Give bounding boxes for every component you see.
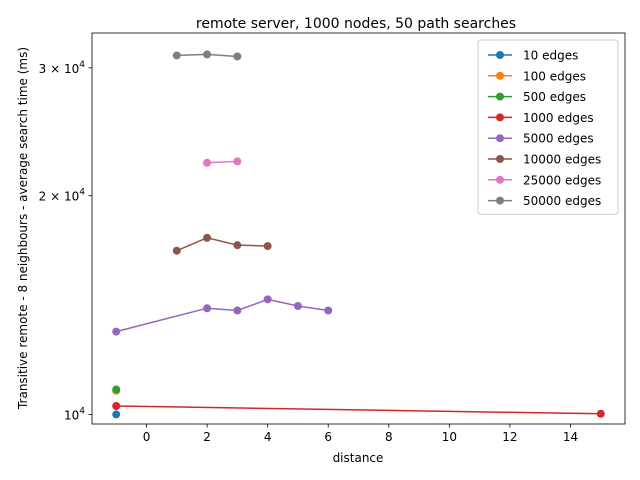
data-point-10000-edges [263, 242, 272, 251]
data-point-500-edges [112, 385, 121, 394]
y-tick-label: 3 × 104 [39, 60, 86, 76]
series-line-1000-edges [116, 405, 601, 415]
x-axis: 0 2 4 6 8 10 12 14 [143, 424, 578, 444]
data-point-10000-edges [203, 233, 212, 242]
data-point-50000-edges [203, 50, 212, 59]
y-tick-label: 2 × 104 [39, 188, 86, 204]
x-tick-label: 2 [203, 430, 211, 444]
legend-marker-100-edges [496, 71, 504, 80]
plot-area [112, 50, 605, 419]
data-point-5000-edges [293, 301, 302, 310]
y-tick-mantissa: 2 × 10 [39, 190, 80, 204]
legend-marker-50000-edges [496, 196, 504, 205]
x-tick-label: 0 [143, 430, 151, 444]
legend-marker-500-edges [496, 92, 504, 101]
legend: 10 edges 100 edges 500 edges 1000 edges 5000… [477, 39, 619, 215]
y-axis-label: Transitive remote - 8 neighbours - avera… [16, 47, 30, 410]
chart-title: remote server, 1000 nodes, 50 path searc… [196, 16, 516, 32]
data-point-5000-edges [324, 306, 333, 315]
plot-frame [91, 32, 626, 425]
y-tick-label: 104 [64, 406, 85, 422]
y-tick-exponent: 4 [79, 406, 85, 416]
x-tick-label: 8 [385, 430, 393, 444]
data-point-5000-edges [203, 304, 212, 313]
data-point-1000-edges [596, 409, 605, 418]
legend-label: 1000 edges [523, 111, 594, 125]
series-line-5000-edges [116, 298, 329, 333]
data-point-10000-edges [233, 241, 242, 250]
legend-marker-5000-edges [496, 134, 504, 143]
data-point-5000-edges [263, 295, 272, 304]
series-line-25000-edges [207, 160, 238, 164]
legend-label: 25000 edges [523, 173, 601, 187]
legend-marker-1000-edges [496, 113, 504, 122]
series-line-10000-edges [176, 237, 268, 252]
data-point-1000-edges [112, 401, 121, 410]
y-tick-exponent: 4 [79, 60, 85, 70]
x-tick-label: 14 [563, 430, 578, 444]
legend-label: 5000 edges [523, 132, 594, 146]
legend-marker-10000-edges [496, 155, 504, 163]
data-point-25000-edges [203, 158, 212, 167]
x-axis-label: distance [333, 451, 384, 465]
data-point-50000-edges [233, 52, 242, 61]
x-tick-label: 6 [324, 430, 332, 444]
data-point-50000-edges [172, 51, 181, 60]
x-tick-label: 12 [502, 430, 517, 444]
legend-label: 10000 edges [523, 153, 601, 167]
data-point-10-edges [112, 410, 121, 419]
legend-marker-25000-edges [496, 175, 504, 184]
legend-marker-10-edges [496, 51, 504, 59]
y-tick-mantissa: 3 × 10 [39, 62, 80, 76]
data-point-25000-edges [233, 157, 242, 166]
legend-label: 10 edges [523, 49, 578, 63]
legend-label: 50000 edges [523, 194, 601, 208]
data-point-5000-edges [233, 306, 242, 315]
legend-box [477, 39, 619, 215]
data-point-5000-edges [112, 327, 121, 336]
legend-label: 100 edges [523, 69, 586, 83]
y-tick-mantissa: 10 [64, 408, 79, 422]
x-tick-label: 10 [442, 430, 457, 444]
x-tick-label: 4 [264, 430, 272, 444]
y-tick-exponent: 4 [79, 188, 85, 198]
data-point-10000-edges [172, 246, 181, 255]
legend-label: 500 edges [523, 90, 586, 104]
